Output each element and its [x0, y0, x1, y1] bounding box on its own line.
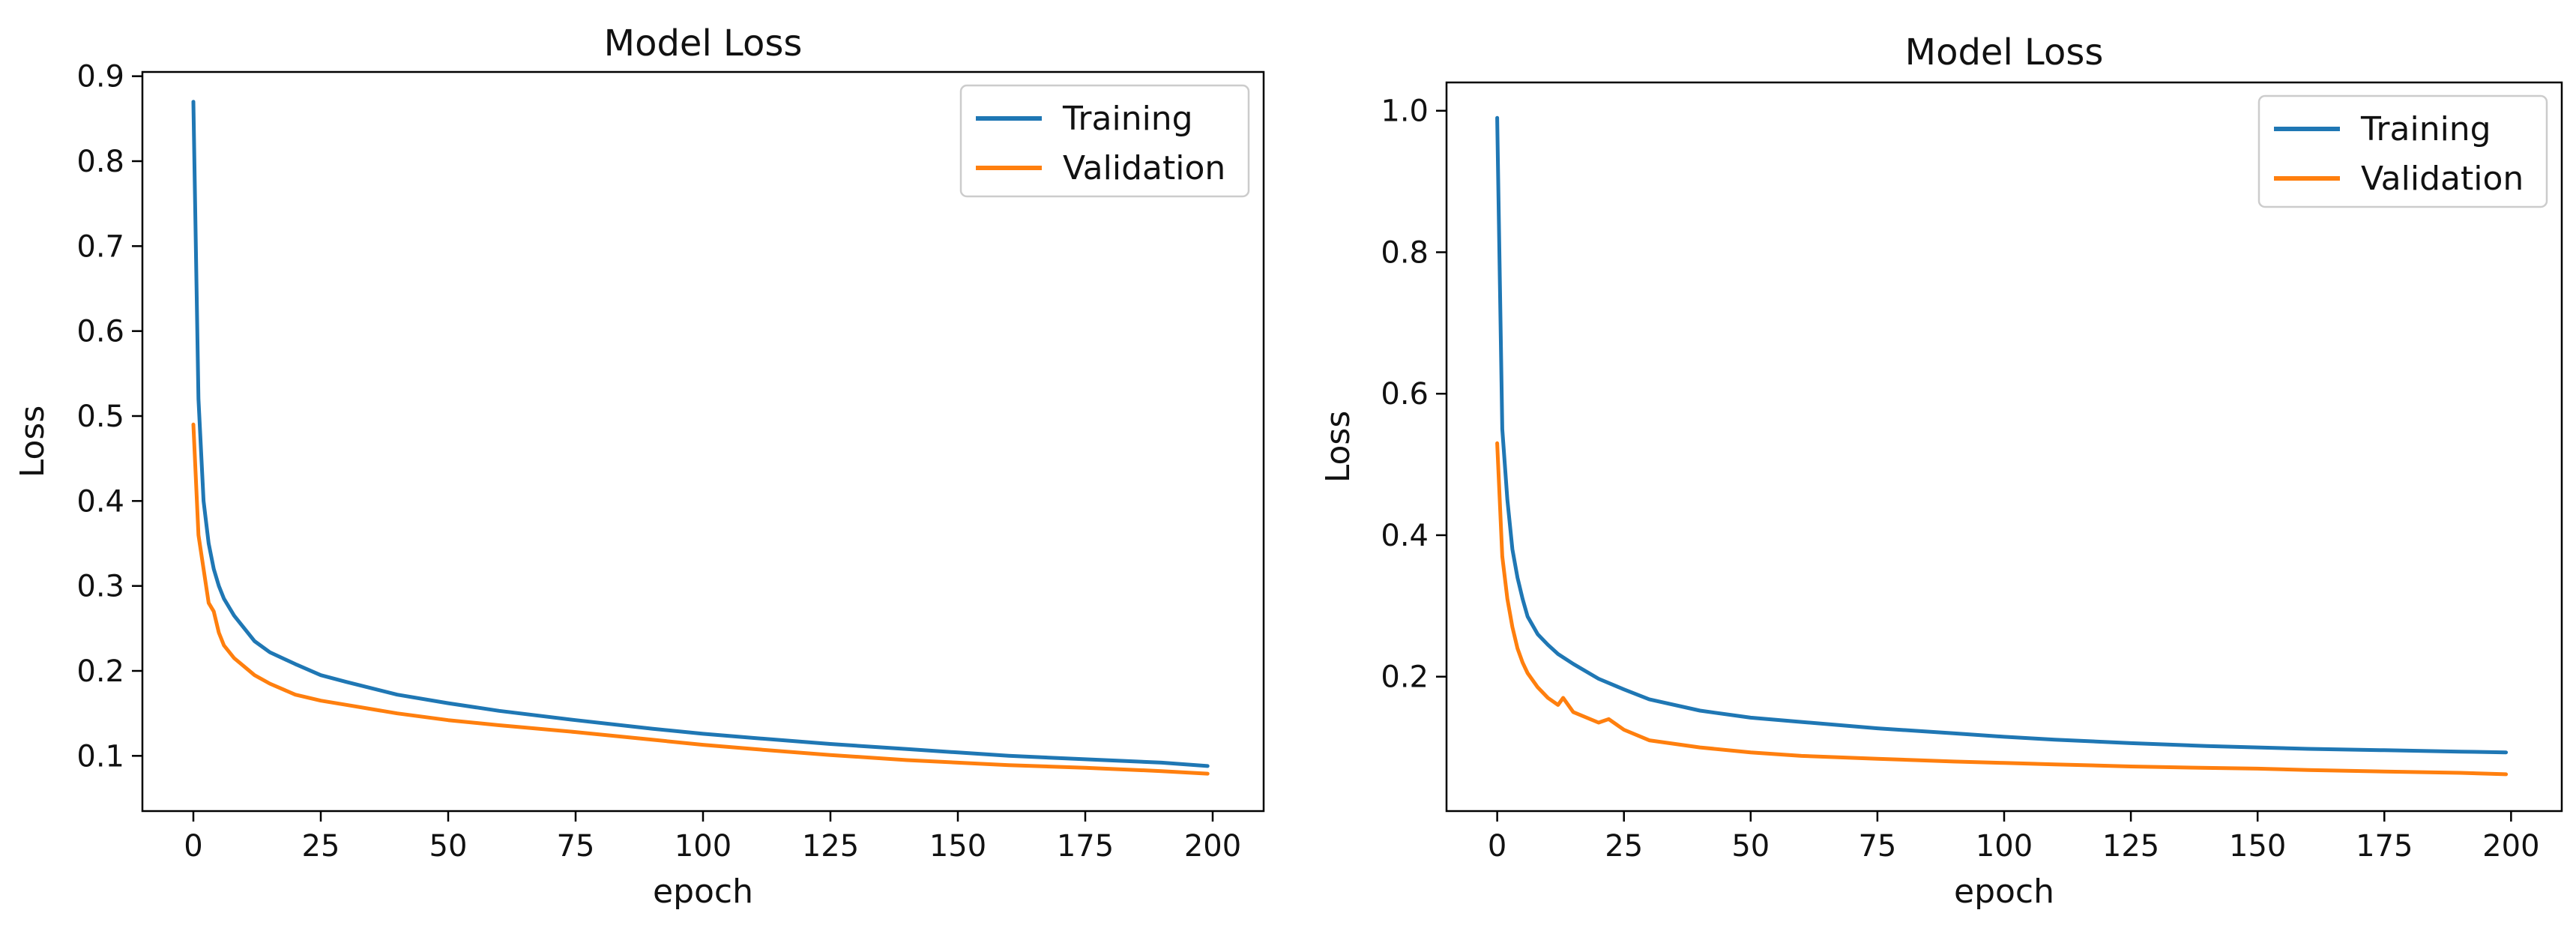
legend-label-training: Training — [2360, 110, 2491, 148]
x-axis-label: epoch — [653, 873, 753, 911]
y-tick-label: 0.6 — [76, 315, 124, 349]
x-tick-label: 0 — [1488, 829, 1506, 864]
y-axis-label: Loss — [13, 406, 52, 478]
chart-title: Model Loss — [604, 22, 803, 64]
x-tick-label: 175 — [2356, 829, 2413, 864]
x-tick-label: 50 — [429, 829, 468, 864]
chart-left: Model Loss 0 25 50 75 100 125 150 175 200 0.1 0.2 0.… — [13, 22, 1265, 911]
x-tick-label: 100 — [1976, 829, 2033, 864]
x-tick-label: 75 — [557, 829, 595, 864]
series-line-training — [191, 100, 1210, 768]
x-tick-label: 200 — [2482, 829, 2539, 864]
legend-label-validation: Validation — [2361, 160, 2524, 198]
y-tick-label: 0.1 — [76, 739, 124, 774]
x-tick-label: 125 — [802, 829, 859, 864]
legend: Training Validation — [959, 84, 1250, 198]
y-tick-label: 0.3 — [76, 570, 124, 604]
y-tick-label: 0.2 — [76, 654, 124, 689]
y-tick-label: 0.8 — [76, 145, 124, 179]
chart-title: Model Loss — [1905, 31, 2104, 73]
x-tick-label: 25 — [302, 829, 340, 864]
y-tick-label: 0.7 — [76, 229, 124, 264]
series-line-validation — [191, 422, 1210, 776]
x-axis-label: epoch — [1954, 873, 2054, 911]
y-tick-label: 0.5 — [76, 400, 124, 434]
legend: Training Validation — [2257, 94, 2548, 208]
y-tick-label: 0.2 — [1381, 660, 1429, 695]
x-tick-label: 50 — [1731, 829, 1770, 864]
series-line-validation — [1495, 441, 2509, 777]
x-tick-label: 150 — [929, 829, 986, 864]
legend-label-validation: Validation — [1063, 149, 1225, 187]
legend-label-training: Training — [1062, 100, 1193, 138]
y-tick-label: 0.6 — [1381, 377, 1429, 412]
y-tick-label: 0.4 — [76, 484, 124, 519]
x-tick-label: 200 — [1184, 829, 1241, 864]
y-tick-label: 0.8 — [1381, 235, 1429, 270]
y-axis-label: Loss — [1319, 411, 1357, 483]
x-tick-label: 175 — [1057, 829, 1114, 864]
y-tick-label: 0.9 — [76, 60, 124, 94]
chart-right: Model Loss 0 25 50 75 100 125 150 175 200 0.2 0.4 0.… — [1319, 31, 2563, 911]
x-tick-label: 75 — [1858, 829, 1896, 864]
y-tick-label: 0.4 — [1381, 519, 1429, 553]
x-tick-label: 100 — [675, 829, 732, 864]
series-line-training — [1495, 115, 2509, 755]
x-tick-label: 125 — [2102, 829, 2159, 864]
y-tick-label: 1.0 — [1381, 94, 1429, 129]
x-tick-label: 150 — [2229, 829, 2286, 864]
x-tick-label: 25 — [1605, 829, 1643, 864]
x-tick-label: 0 — [184, 829, 202, 864]
